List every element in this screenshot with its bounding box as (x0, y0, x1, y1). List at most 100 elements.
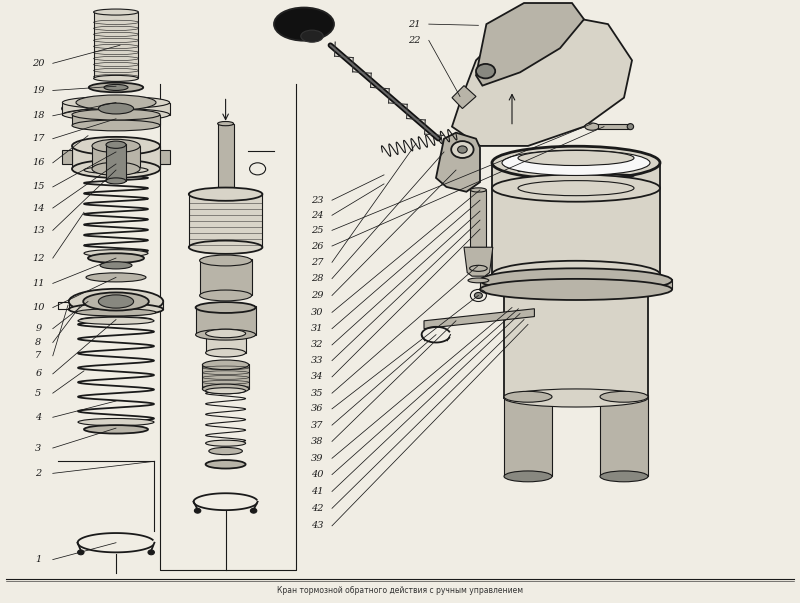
Ellipse shape (274, 8, 334, 41)
Text: 38: 38 (311, 437, 324, 446)
Bar (69, 300, 163, 309)
Ellipse shape (518, 181, 634, 195)
Ellipse shape (218, 121, 234, 126)
Bar (106, 144, 126, 181)
Ellipse shape (72, 120, 160, 131)
Polygon shape (424, 309, 534, 329)
Circle shape (250, 508, 257, 513)
Ellipse shape (600, 471, 648, 482)
Text: 25: 25 (311, 226, 324, 235)
Text: 17: 17 (32, 134, 45, 143)
Text: 22: 22 (408, 36, 421, 45)
Polygon shape (476, 3, 584, 86)
Bar (480, 279, 672, 289)
Bar (504, 395, 552, 476)
Ellipse shape (585, 123, 599, 130)
Circle shape (451, 141, 474, 158)
Ellipse shape (62, 109, 170, 121)
Ellipse shape (492, 147, 660, 180)
Ellipse shape (202, 384, 249, 394)
Text: 3: 3 (35, 444, 42, 452)
Text: 39: 39 (311, 454, 324, 463)
Text: 29: 29 (311, 291, 324, 300)
Ellipse shape (492, 175, 660, 202)
Ellipse shape (189, 188, 262, 201)
Text: 14: 14 (32, 204, 45, 212)
Ellipse shape (62, 96, 170, 109)
Polygon shape (436, 133, 480, 192)
Text: 4: 4 (35, 413, 42, 421)
Ellipse shape (470, 188, 486, 192)
Ellipse shape (202, 360, 249, 370)
Text: 42: 42 (311, 504, 324, 513)
Text: 1: 1 (35, 555, 42, 564)
Ellipse shape (480, 279, 672, 300)
Bar (218, 124, 234, 193)
Bar (504, 288, 648, 398)
Ellipse shape (199, 290, 251, 301)
Bar (492, 163, 660, 274)
Text: 20: 20 (32, 59, 45, 68)
Ellipse shape (627, 124, 634, 130)
Ellipse shape (69, 289, 163, 314)
Ellipse shape (480, 268, 672, 292)
Ellipse shape (218, 191, 234, 195)
Circle shape (458, 146, 467, 153)
Ellipse shape (80, 317, 152, 323)
Bar (202, 364, 249, 389)
Ellipse shape (106, 178, 126, 184)
Ellipse shape (206, 349, 246, 357)
Text: 23: 23 (311, 196, 324, 204)
Bar (470, 190, 486, 247)
Ellipse shape (98, 295, 134, 308)
Text: 19: 19 (32, 86, 45, 95)
Ellipse shape (199, 255, 251, 266)
Bar (189, 193, 262, 247)
Bar (196, 306, 256, 335)
Polygon shape (464, 247, 493, 276)
Bar (72, 115, 160, 125)
Circle shape (194, 508, 201, 513)
Text: 34: 34 (311, 373, 324, 381)
Ellipse shape (78, 418, 154, 426)
Ellipse shape (62, 99, 170, 118)
Ellipse shape (92, 162, 140, 175)
Ellipse shape (492, 261, 660, 288)
Text: 9: 9 (35, 324, 42, 333)
Text: 6: 6 (35, 370, 42, 378)
Text: 8: 8 (35, 338, 42, 347)
Bar (94, 12, 138, 78)
Ellipse shape (600, 391, 648, 402)
Text: 21: 21 (408, 20, 421, 28)
Ellipse shape (470, 265, 487, 271)
Ellipse shape (72, 137, 160, 155)
Polygon shape (452, 15, 632, 146)
Ellipse shape (86, 273, 146, 282)
Text: 16: 16 (32, 159, 45, 167)
Text: 43: 43 (311, 522, 324, 530)
Ellipse shape (72, 160, 160, 178)
Ellipse shape (94, 9, 138, 15)
Text: 26: 26 (311, 242, 324, 250)
Ellipse shape (88, 253, 144, 263)
Text: 28: 28 (311, 274, 324, 283)
Bar (62, 103, 170, 115)
Text: 30: 30 (311, 308, 324, 317)
Circle shape (476, 64, 495, 78)
Ellipse shape (301, 30, 323, 42)
Polygon shape (62, 150, 72, 164)
Ellipse shape (94, 75, 138, 81)
Ellipse shape (209, 447, 242, 455)
Circle shape (474, 292, 482, 298)
Bar (206, 333, 246, 353)
Text: 35: 35 (311, 389, 324, 397)
Ellipse shape (106, 141, 126, 148)
Text: 2: 2 (35, 469, 42, 478)
Text: 12: 12 (32, 254, 45, 262)
Bar (72, 146, 160, 169)
Text: 41: 41 (311, 487, 324, 496)
Text: 33: 33 (311, 356, 324, 365)
Text: 13: 13 (32, 226, 45, 235)
Bar (92, 146, 140, 169)
Ellipse shape (206, 388, 246, 394)
